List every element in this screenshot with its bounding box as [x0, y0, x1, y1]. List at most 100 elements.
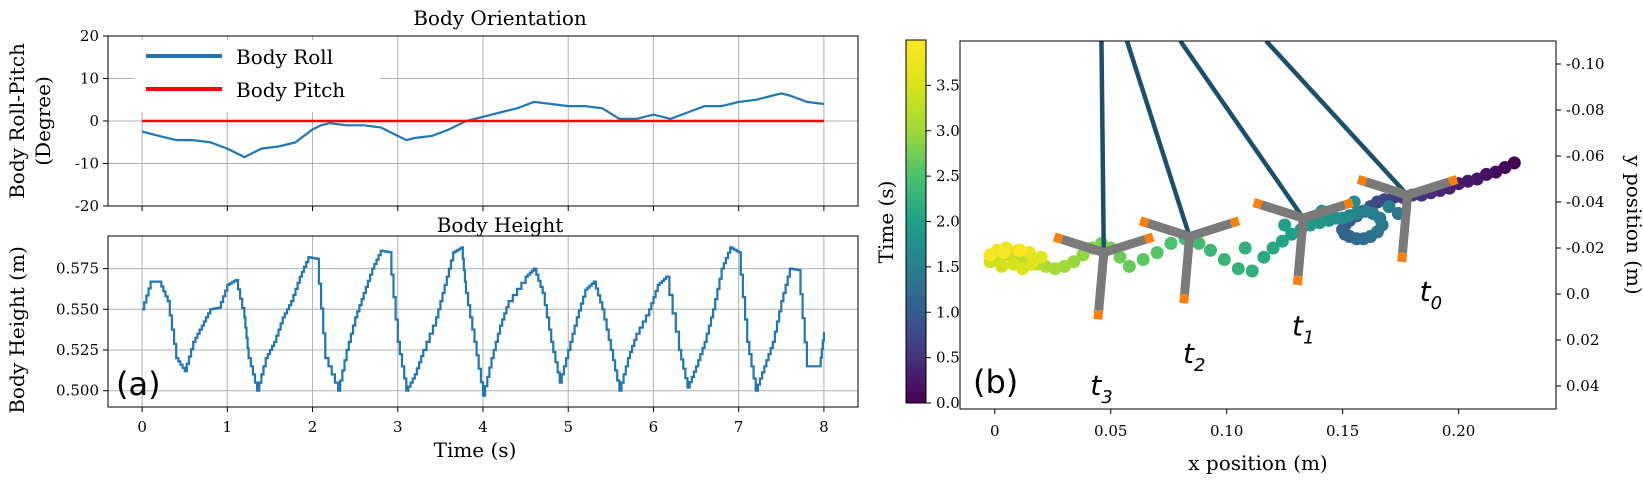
height-series — [142, 246, 825, 397]
panel-label-b: (b) — [973, 363, 1018, 401]
colorbar-tick-label: 3.5 — [936, 76, 960, 94]
trajectory-point — [1034, 250, 1048, 264]
trajectory-ytick-label: 0.04 — [1566, 377, 1599, 395]
orientation-x-ticks — [141, 206, 825, 211]
robot-foot-tip — [1292, 275, 1303, 286]
orientation-ytick-label: -10 — [75, 155, 99, 173]
robot-leg — [1364, 177, 1409, 200]
body-height-line — [142, 246, 825, 397]
height-xtick-label: 6 — [649, 418, 659, 436]
height-ytick-label: 0.525 — [56, 341, 99, 359]
robot-foot-tip — [1229, 216, 1241, 228]
height-chart: Body Height 0.575 0.550 0.525 0.500 0 1 2 3 4 5 6… — [5, 213, 859, 462]
colorbar-label: Time (s) — [874, 181, 898, 264]
trajectory-point — [1275, 234, 1289, 248]
trajectory-point — [1278, 218, 1292, 232]
height-xtick-label: 8 — [819, 418, 829, 436]
robot-foot-tip — [1397, 252, 1408, 263]
robot-foot-tip — [1356, 175, 1368, 187]
orientation-ylabel-line1: Body Roll-Pitch — [5, 43, 29, 199]
time-annotation-base: t — [1090, 369, 1102, 402]
legend-box — [135, 40, 380, 112]
robot-leg — [1188, 219, 1233, 241]
trajectory-point — [1164, 236, 1178, 250]
robot-leg — [1398, 194, 1413, 254]
legend-roll-label: Body Roll — [236, 45, 333, 69]
trajectory-ylabel: y position (m) — [1622, 154, 1643, 294]
colorbar — [905, 39, 927, 404]
orientation-ytick-label: -20 — [75, 197, 99, 215]
robot-foot-tip — [1343, 198, 1354, 210]
colorbar-tick-label: 1.5 — [936, 258, 960, 276]
trajectory-xtick-label: 0.15 — [1326, 422, 1359, 440]
trajectory-ytick-label: 0.02 — [1566, 331, 1599, 349]
trajectory-point — [1217, 253, 1231, 266]
orientation-legend: Body Roll Body Pitch — [135, 40, 380, 112]
robot-leg — [1260, 200, 1305, 223]
robot-poses — [1053, 41, 1459, 320]
time-annotation: t3 — [1090, 369, 1112, 408]
colorbar-ticks: 0.0 0.5 1.0 1.5 2.0 2.5 3.0 3.5 — [926, 76, 960, 412]
time-annotation-base: t — [1420, 275, 1432, 308]
height-xtick-label: 1 — [223, 418, 233, 436]
robot-leg — [1102, 235, 1147, 257]
height-ylabel: Body Height (m) — [5, 246, 29, 414]
trajectory-xtick-label: 0.20 — [1442, 422, 1475, 440]
robot-foot-tip — [1138, 216, 1150, 228]
height-xtick-label: 2 — [308, 418, 318, 436]
robot-leg — [1301, 200, 1347, 223]
trajectory-x-ticks: 0 0.05 0.10 0.15 0.20 — [990, 409, 1475, 440]
orientation-ytick-label: 10 — [80, 70, 99, 88]
trajectory-points — [983, 156, 1521, 278]
tether-line — [1099, 41, 1107, 253]
height-xtick-label: 3 — [393, 418, 403, 436]
robot-leg — [1094, 252, 1109, 311]
robot-leg — [1060, 235, 1106, 257]
trajectory-point — [1192, 236, 1206, 250]
trajectory-point — [1122, 259, 1136, 273]
tether-line — [1178, 41, 1306, 220]
time-annotation-subscript: 2 — [1194, 355, 1205, 376]
height-grid — [108, 236, 858, 407]
tether-line — [1124, 41, 1192, 238]
trajectory-point — [983, 248, 997, 262]
height-ytick-label: 0.550 — [56, 300, 99, 318]
robot-foot-tip — [1143, 232, 1155, 244]
orientation-chart: Body Orientation 20 10 0 -10 -20 Body Roll-P… — [5, 6, 859, 215]
trajectory-xtick-label: 0.10 — [1210, 422, 1243, 440]
trajectory-ytick-label: -0.02 — [1566, 239, 1604, 257]
trajectory-ytick-label: 0.0 — [1566, 285, 1590, 303]
trajectory-chart: 0.00.51.01.52.02.53.03.5 Time (s) 0 0.05 0… — [874, 39, 1643, 475]
trajectory-point — [1257, 250, 1271, 264]
trajectory-xtick-label: 0 — [990, 422, 1000, 440]
height-xtick-label: 4 — [478, 418, 488, 436]
trajectory-point — [1136, 253, 1150, 266]
robot-leg — [1146, 219, 1191, 241]
orientation-ylabel-line2: (Degree) — [31, 76, 55, 166]
trajectory-point — [1266, 241, 1280, 255]
time-annotation: t2 — [1183, 337, 1205, 376]
trajectory-point — [997, 246, 1011, 260]
robot-foot-tip — [1179, 293, 1190, 304]
colorbar-tick-label: 0.0 — [936, 394, 960, 412]
orientation-y-ticks: 20 10 0 -10 -20 — [75, 27, 108, 215]
time-annotation-subscript: 3 — [1101, 387, 1112, 408]
height-ytick-label: 0.575 — [56, 260, 99, 278]
trajectory-point — [1238, 241, 1252, 255]
orientation-title: Body Orientation — [413, 6, 587, 30]
robot-leg — [1293, 217, 1308, 277]
robot-foot-tip — [1252, 198, 1264, 210]
robot-foot-tip — [1053, 232, 1064, 244]
height-title: Body Height — [437, 213, 564, 237]
robot-leg — [1406, 177, 1451, 200]
height-xtick-label: 0 — [137, 418, 147, 436]
height-xlabel: Time (s) — [434, 438, 517, 462]
height-ytick-label: 0.500 — [56, 382, 99, 400]
legend-pitch-label: Body Pitch — [236, 78, 345, 102]
time-annotation-base: t — [1183, 337, 1195, 370]
trajectory-ytick-label: -0.04 — [1566, 193, 1604, 211]
robot-foot-tip — [1447, 175, 1459, 187]
trajectory-point — [1245, 264, 1259, 278]
orientation-ytick-label: 0 — [89, 112, 99, 130]
